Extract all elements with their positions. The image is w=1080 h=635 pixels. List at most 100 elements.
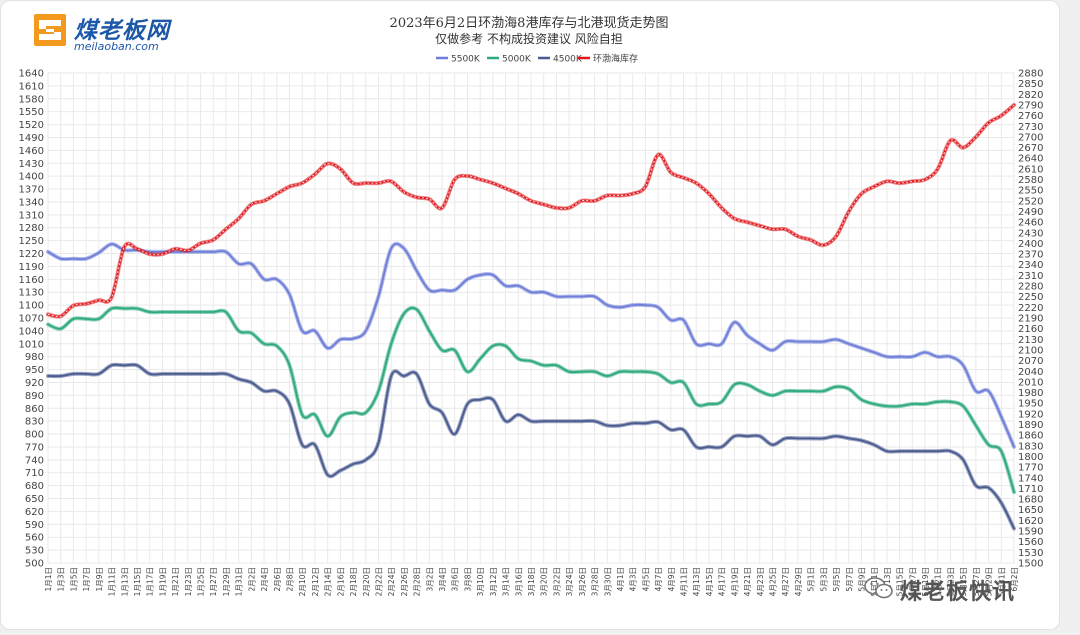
right-axis-tick-label: 2370 xyxy=(1018,250,1043,261)
right-axis-tick-label: 1950 xyxy=(1018,399,1043,410)
right-axis-tick-label: 2310 xyxy=(1018,271,1043,282)
x-axis-tick-label: 4月1日 xyxy=(616,567,625,592)
x-axis-tick-label: 5月17日 xyxy=(908,567,917,596)
left-axis-tick-label: 650 xyxy=(25,494,44,505)
left-axis-tick-label: 1640 xyxy=(19,69,44,80)
x-axis-tick-label: 1月29日 xyxy=(222,567,231,596)
legend-label: 5000K xyxy=(502,55,532,65)
x-axis-tick-label: 2月20日 xyxy=(362,567,371,596)
x-axis-tick-label: 5月9日 xyxy=(857,567,866,592)
x-axis-tick-label: 1月25日 xyxy=(197,567,206,596)
left-axis-tick-label: 1370 xyxy=(19,185,44,196)
right-axis-tick-label: 2160 xyxy=(1018,324,1043,335)
left-axis-tick-label: 980 xyxy=(25,352,44,363)
x-axis-tick-label: 5月21日 xyxy=(934,567,943,596)
watermark: 煤老板快讯 xyxy=(856,568,1056,608)
x-axis-tick-label: 1月7日 xyxy=(82,567,91,592)
right-axis-tick-label: 2070 xyxy=(1018,356,1043,367)
left-axis-tick-label: 1010 xyxy=(19,339,44,350)
x-axis-tick-label: 4月17日 xyxy=(718,567,727,596)
left-axis-tick-label: 560 xyxy=(25,533,44,544)
x-axis-tick-label: 2月14日 xyxy=(324,567,333,596)
left-axis-tick-label: 740 xyxy=(25,455,44,466)
x-axis-tick-label: 5月23日 xyxy=(946,567,955,596)
x-axis-tick-label: 4月19日 xyxy=(730,567,739,596)
right-axis-tick-label: 2670 xyxy=(1018,143,1043,154)
chart-subtitle: 仅做参考 不构成投资建议 风险自担 xyxy=(435,32,623,46)
x-axis-tick-label: 1月27日 xyxy=(209,567,218,596)
left-axis-tick-label: 950 xyxy=(25,365,44,376)
chart-card xyxy=(0,0,1060,630)
logo-mark-icon xyxy=(34,14,66,46)
right-axis-tick-label: 2010 xyxy=(1018,377,1043,388)
x-axis-tick-label: 3月8日 xyxy=(463,567,472,592)
right-axis-tick-label: 2130 xyxy=(1018,335,1043,346)
x-axis-tick-label: 5月25日 xyxy=(959,567,968,596)
left-axis-tick-label: 1610 xyxy=(19,81,44,92)
x-axis-tick-label: 1月17日 xyxy=(146,567,155,596)
right-axis-tick-label: 2430 xyxy=(1018,228,1043,239)
left-axis-tick-label: 1220 xyxy=(19,249,44,260)
right-axis-tick-label: 1530 xyxy=(1018,548,1043,559)
wechat-icon xyxy=(864,577,893,599)
x-axis-tick-label: 4月11日 xyxy=(680,567,689,596)
left-axis-tick-label: 860 xyxy=(25,404,44,415)
right-axis-tick-label: 2730 xyxy=(1018,122,1043,133)
right-axis-tick-label: 2400 xyxy=(1018,239,1043,250)
series-4500k-line xyxy=(47,363,1015,530)
right-axis-tick-label: 1830 xyxy=(1018,441,1043,452)
left-axis-tick-label: 830 xyxy=(25,417,44,428)
legend-label: 环渤海库存 xyxy=(593,53,638,65)
left-axis-tick-label: 1130 xyxy=(19,288,44,299)
x-axis-tick-label: 1月13日 xyxy=(120,567,129,596)
x-axis-tick-label: 1月21日 xyxy=(171,567,180,596)
x-axis-tick-label: 5月13日 xyxy=(883,567,892,596)
x-axis-tick-label: 5月5日 xyxy=(832,567,841,592)
right-axis-tick-label: 1890 xyxy=(1018,420,1043,431)
x-axis-tick-label: 3月22日 xyxy=(552,567,561,596)
left-axis-tick-label: 1580 xyxy=(19,94,44,105)
left-axis-tick-label: 1400 xyxy=(19,172,44,183)
x-axis-tick-label: 3月28日 xyxy=(591,567,600,596)
x-axis-tick-label: 1月19日 xyxy=(158,567,167,596)
x-axis-tick-label: 4月25日 xyxy=(769,567,778,596)
x-axis-tick-label: 5月29日 xyxy=(985,567,994,596)
x-axis-tick-label: 2月12日 xyxy=(311,567,320,596)
x-axis-tick-label: 1月15日 xyxy=(133,567,142,596)
left-axis-tick-label: 770 xyxy=(25,442,44,453)
right-axis-tick-label: 1920 xyxy=(1018,409,1043,420)
x-axis-tick-label: 3月24日 xyxy=(565,567,574,596)
right-axis-tick-label: 2520 xyxy=(1018,196,1043,207)
x-axis-tick-label: 4月13日 xyxy=(692,567,701,596)
x-axis-tick-label: 3月16日 xyxy=(514,567,523,596)
x-axis-tick-label: 3月4日 xyxy=(438,567,447,592)
left-axis-tick-label: 1550 xyxy=(19,107,44,118)
x-axis-tick-label: 5月27日 xyxy=(972,567,981,596)
x-axis-tick-label: 1月3日 xyxy=(57,567,66,592)
x-axis-tick-label: 1月23日 xyxy=(184,567,193,596)
x-axis-tick-label: 4月7日 xyxy=(654,567,663,592)
left-axis-tick-label: 1070 xyxy=(19,314,44,325)
brand-logo: 煤老板网 meilaoban.com xyxy=(32,10,202,56)
brand-url: meilaoban.com xyxy=(74,40,159,53)
left-axis-tick-label: 1310 xyxy=(19,210,44,221)
x-axis-tick-label: 2月28日 xyxy=(413,567,422,596)
right-axis-tick-label: 1710 xyxy=(1018,484,1043,495)
right-axis-tick-label: 2580 xyxy=(1018,175,1043,186)
x-axis-tick-label: 1月1日 xyxy=(44,567,53,592)
right-axis-tick-label: 1650 xyxy=(1018,505,1043,516)
right-axis-tick-label: 1680 xyxy=(1018,495,1043,506)
left-axis-tick-label: 1520 xyxy=(19,120,44,131)
right-axis-tick-label: 2850 xyxy=(1018,79,1043,90)
x-axis-tick-label: 5月15日 xyxy=(896,567,905,596)
x-axis-tick-label: 1月11日 xyxy=(108,567,117,596)
right-axis-tick-label: 2220 xyxy=(1018,303,1043,314)
x-axis-tick-label: 5月31日 xyxy=(997,567,1006,596)
left-axis-tick-label: 500 xyxy=(25,559,44,570)
right-axis-tick-label: 1590 xyxy=(1018,527,1043,538)
x-axis-tick-label: 3月30日 xyxy=(603,567,612,596)
right-axis-tick-label: 2610 xyxy=(1018,164,1043,175)
x-axis-tick-label: 2月26日 xyxy=(400,567,409,596)
x-axis-tick-label: 4月29日 xyxy=(794,567,803,596)
